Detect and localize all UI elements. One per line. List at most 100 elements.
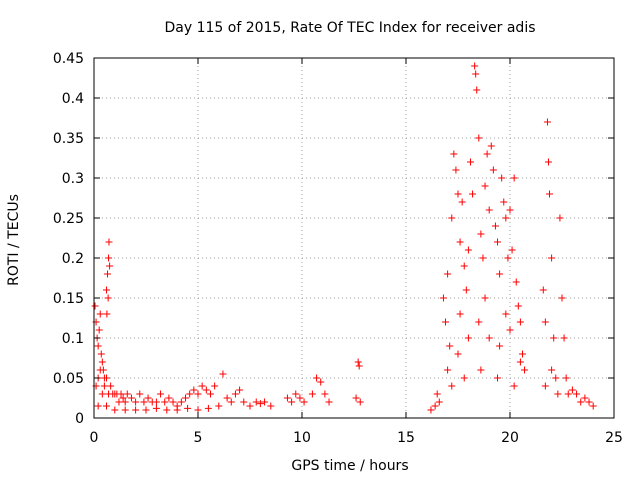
- data-point: [489, 166, 497, 174]
- data-point: [471, 62, 479, 70]
- data-point: [165, 394, 173, 402]
- data-point: [354, 358, 362, 366]
- data-point: [541, 318, 549, 326]
- data-point: [296, 394, 304, 402]
- data-point: [502, 214, 510, 222]
- data-point: [211, 382, 219, 390]
- data-point: [514, 302, 522, 310]
- data-point: [448, 214, 456, 222]
- data-point: [466, 158, 474, 166]
- data-point: [456, 238, 464, 246]
- data-point: [100, 382, 108, 390]
- data-point: [163, 406, 171, 414]
- data-point: [267, 402, 275, 410]
- data-point: [564, 390, 572, 398]
- data-point: [91, 302, 99, 310]
- data-point: [548, 366, 556, 374]
- data-point: [288, 398, 296, 406]
- data-point: [541, 382, 549, 390]
- data-point: [550, 334, 558, 342]
- data-point: [107, 382, 115, 390]
- data-point: [227, 398, 235, 406]
- data-point: [485, 334, 493, 342]
- data-point: [585, 398, 593, 406]
- axis-ticks: 0 5 10 15 20 25 0 0.05 0.1 0.15 0.2 0.25 0.3 0.35 0.4 0…: [53, 51, 623, 446]
- data-point: [117, 390, 125, 398]
- data-point: [454, 350, 462, 358]
- y-tick-label: 0: [75, 411, 84, 427]
- data-point: [223, 394, 231, 402]
- grid-lines: [94, 58, 614, 418]
- data-point: [204, 404, 212, 412]
- data-point: [356, 398, 364, 406]
- data-point: [240, 398, 248, 406]
- data-point: [506, 326, 514, 334]
- data-point: [485, 206, 493, 214]
- data-point: [458, 198, 466, 206]
- data-point: [236, 386, 244, 394]
- data-point: [446, 342, 454, 350]
- data-point: [95, 326, 103, 334]
- data-point: [317, 378, 325, 386]
- y-tick-label: 0.3: [62, 171, 84, 187]
- data-point: [479, 254, 487, 262]
- data-point: [477, 366, 485, 374]
- data-point: [152, 398, 160, 406]
- data-point: [161, 398, 169, 406]
- x-tick-label: 0: [90, 430, 99, 446]
- x-tick-label: 10: [293, 430, 311, 446]
- x-axis-label: GPS time / hours: [291, 458, 408, 474]
- data-point: [252, 398, 260, 406]
- data-point: [431, 402, 439, 410]
- y-tick-label: 0.4: [62, 91, 84, 107]
- data-point: [123, 390, 131, 398]
- data-points: [91, 62, 597, 414]
- y-tick-label: 0.05: [53, 371, 84, 387]
- x-tick-label: 25: [605, 430, 623, 446]
- data-point: [450, 150, 458, 158]
- data-point: [121, 398, 129, 406]
- data-point: [98, 358, 106, 366]
- data-point: [460, 262, 468, 270]
- data-point: [97, 350, 105, 358]
- data-point: [105, 254, 113, 262]
- data-point: [256, 400, 264, 408]
- data-point: [427, 406, 435, 414]
- data-point: [581, 394, 589, 402]
- data-point: [355, 362, 363, 370]
- data-point: [121, 406, 129, 414]
- y-tick-label: 0.2: [62, 251, 84, 267]
- data-point: [558, 294, 566, 302]
- data-point: [589, 402, 597, 410]
- data-point: [464, 246, 472, 254]
- data-point: [506, 206, 514, 214]
- x-tick-label: 15: [397, 430, 415, 446]
- data-point: [469, 190, 477, 198]
- data-point: [444, 270, 452, 278]
- data-point: [475, 318, 483, 326]
- data-point: [215, 402, 223, 410]
- data-point: [562, 374, 570, 382]
- data-point: [104, 294, 112, 302]
- y-tick-label: 0.1: [62, 331, 84, 347]
- data-point: [96, 366, 104, 374]
- data-point: [573, 390, 581, 398]
- data-point: [548, 254, 556, 262]
- y-axis-label: ROTI / TECUs: [6, 194, 22, 286]
- data-point: [140, 398, 148, 406]
- x-tick-label: 5: [194, 430, 203, 446]
- data-point: [481, 182, 489, 190]
- y-tick-label: 0.15: [53, 291, 84, 307]
- data-point: [448, 382, 456, 390]
- data-point: [219, 370, 227, 378]
- data-point: [152, 404, 160, 412]
- data-point: [454, 190, 462, 198]
- data-point: [173, 406, 181, 414]
- data-point: [308, 390, 316, 398]
- data-point: [96, 310, 104, 318]
- data-point: [496, 270, 504, 278]
- data-point: [433, 390, 441, 398]
- data-point: [481, 294, 489, 302]
- y-tick-label: 0.35: [53, 131, 84, 147]
- data-point: [261, 398, 269, 406]
